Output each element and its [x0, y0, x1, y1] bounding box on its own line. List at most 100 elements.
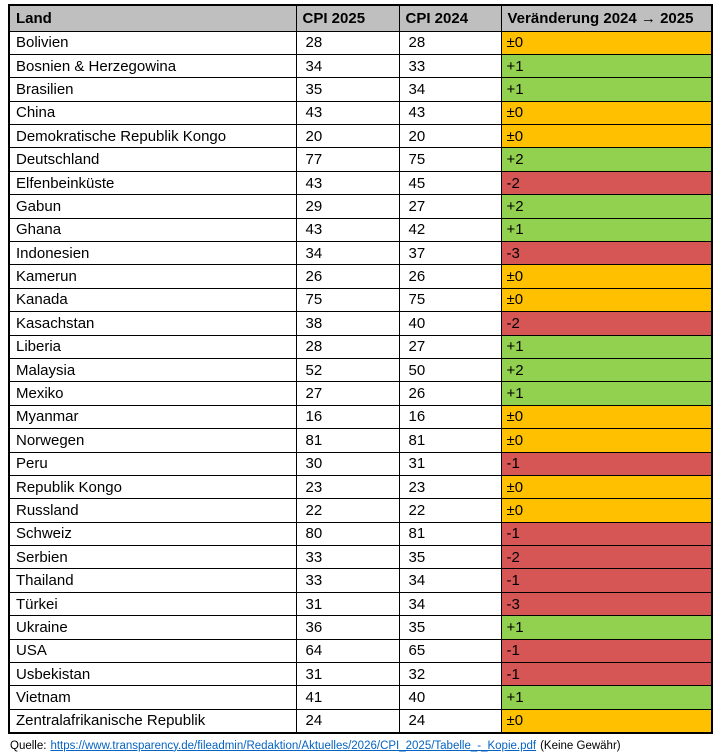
- change-cell: ±0: [500, 428, 713, 453]
- land-cell: Demokratische Republik Kongo: [8, 124, 297, 149]
- table-row: Usbekistan 31 32 -1: [8, 662, 713, 687]
- cpi-2024-cell: 65: [398, 638, 502, 664]
- table-row: Schweiz 80 81 -1: [8, 521, 713, 547]
- cpi-2024-cell: 23: [398, 474, 502, 500]
- cpi-2025-cell: 41: [295, 685, 400, 710]
- table-row: Demokratische Republik Kongo 20 20 ±0: [8, 124, 713, 149]
- land-cell: Russland: [8, 498, 297, 523]
- table-row: Norwegen 81 81 ±0: [8, 428, 713, 453]
- change-cell: -1: [500, 638, 713, 664]
- cpi-2024-cell: 27: [398, 194, 502, 219]
- table-row: Mexiko 27 26 +1: [8, 381, 713, 406]
- change-cell: ±0: [500, 474, 713, 500]
- land-cell: Myanmar: [8, 404, 297, 430]
- change-cell: ±0: [500, 100, 713, 126]
- cpi-2025-cell: 27: [295, 381, 400, 406]
- change-cell: ±0: [500, 404, 713, 430]
- cpi-2025-cell: 31: [295, 591, 400, 617]
- land-cell: Elfenbeinküste: [8, 170, 297, 196]
- table-row: Indonesien 34 37 -3: [8, 241, 713, 266]
- cpi-2024-cell: 81: [398, 521, 502, 547]
- table-row: Brasilien 35 34 +1: [8, 77, 713, 102]
- source-link[interactable]: https://www.transparency.de/fileadmin/Re…: [50, 739, 537, 752]
- table-row: Bolivien 28 28 ±0: [8, 30, 713, 55]
- cpi-2024-cell: 26: [398, 264, 502, 289]
- table-row: Deutschland 77 75 +2: [8, 147, 713, 172]
- table-row: USA 64 65 -1: [8, 638, 713, 664]
- change-cell: -1: [500, 451, 713, 476]
- table-row: Liberia 28 27 +1: [8, 334, 713, 359]
- change-cell: ±0: [500, 498, 713, 523]
- land-cell: Mexiko: [8, 381, 297, 406]
- change-cell: +1: [500, 334, 713, 359]
- cpi-2024-cell: 20: [398, 124, 502, 149]
- land-cell: Zentralafrikanische Republik: [8, 708, 297, 734]
- change-cell: ±0: [500, 287, 713, 313]
- table-row: Zentralafrikanische Republik 24 24 ±0: [8, 708, 713, 734]
- cpi-2024-cell: 31: [398, 451, 502, 476]
- source-line: Quelle: https://www.transparency.de/filea…: [10, 739, 718, 753]
- cpi-table: Land CPI 2025 CPI 2024 Veränderung 2024 …: [8, 4, 713, 734]
- cpi-2025-cell: 43: [295, 217, 400, 243]
- cpi-2024-cell: 22: [398, 498, 502, 523]
- table-row: Serbien 33 35 -2: [8, 545, 713, 570]
- cpi-2024-cell: 40: [398, 685, 502, 710]
- cpi-2025-cell: 77: [295, 147, 400, 172]
- cpi-2025-cell: 31: [295, 662, 400, 687]
- land-cell: Türkei: [8, 591, 297, 617]
- land-cell: USA: [8, 638, 297, 664]
- cpi-2025-cell: 33: [295, 568, 400, 593]
- change-cell: -3: [500, 241, 713, 266]
- cpi-2025-cell: 75: [295, 287, 400, 313]
- change-cell: -1: [500, 662, 713, 687]
- cpi-2025-cell: 43: [295, 170, 400, 196]
- change-cell: +1: [500, 77, 713, 102]
- change-cell: +1: [500, 53, 713, 79]
- cpi-2025-cell: 24: [295, 708, 400, 734]
- land-cell: Ghana: [8, 217, 297, 243]
- source-label: Quelle:: [10, 739, 47, 752]
- change-cell: +1: [500, 615, 713, 640]
- change-cell: ±0: [500, 264, 713, 289]
- land-cell: Kamerun: [8, 264, 297, 289]
- table-row: Kasachstan 38 40 -2: [8, 311, 713, 336]
- cpi-2024-cell: 81: [398, 428, 502, 453]
- cpi-2025-cell: 29: [295, 194, 400, 219]
- land-cell: Brasilien: [8, 77, 297, 102]
- land-cell: Schweiz: [8, 521, 297, 547]
- cpi-2025-cell: 35: [295, 77, 400, 102]
- header-cpi-2025: CPI 2025: [295, 4, 400, 32]
- change-cell: ±0: [500, 124, 713, 149]
- land-cell: Malaysia: [8, 357, 297, 383]
- change-cell: ±0: [500, 708, 713, 734]
- change-cell: +1: [500, 685, 713, 710]
- table-row: Elfenbeinküste 43 45 -2: [8, 170, 713, 196]
- cpi-2025-cell: 38: [295, 311, 400, 336]
- land-cell: Peru: [8, 451, 297, 476]
- table-row: China 43 43 ±0: [8, 100, 713, 126]
- land-cell: Deutschland: [8, 147, 297, 172]
- land-cell: China: [8, 100, 297, 126]
- land-cell: Usbekistan: [8, 662, 297, 687]
- land-cell: Bosnien & Herzegowina: [8, 53, 297, 79]
- cpi-2025-cell: 52: [295, 357, 400, 383]
- cpi-2025-cell: 28: [295, 30, 400, 55]
- table-row: Republik Kongo 23 23 ±0: [8, 474, 713, 500]
- cpi-2024-cell: 35: [398, 615, 502, 640]
- land-cell: Thailand: [8, 568, 297, 593]
- change-cell: +2: [500, 147, 713, 172]
- cpi-2025-cell: 80: [295, 521, 400, 547]
- table-row: Bosnien & Herzegowina 34 33 +1: [8, 53, 713, 79]
- cpi-2025-cell: 30: [295, 451, 400, 476]
- cpi-2024-cell: 43: [398, 100, 502, 126]
- land-cell: Ukraine: [8, 615, 297, 640]
- source-note: (Keine Gewähr): [540, 739, 621, 752]
- cpi-2025-cell: 43: [295, 100, 400, 126]
- cpi-2024-cell: 42: [398, 217, 502, 243]
- table-row: Myanmar 16 16 ±0: [8, 404, 713, 430]
- change-cell: +2: [500, 194, 713, 219]
- cpi-2025-cell: 23: [295, 474, 400, 500]
- cpi-2025-cell: 33: [295, 545, 400, 570]
- table-row: Russland 22 22 ±0: [8, 498, 713, 523]
- cpi-2025-cell: 36: [295, 615, 400, 640]
